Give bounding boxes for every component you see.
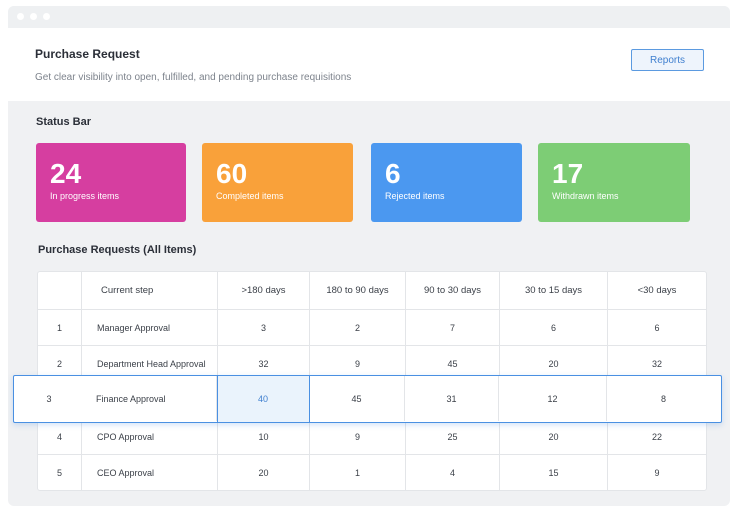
column-header-over-180-days[interactable]: >180 days	[241, 285, 286, 296]
table-cell-selected[interactable]: 40	[217, 375, 310, 423]
table-cell[interactable]: 20	[548, 431, 559, 442]
table-cell[interactable]: 9	[354, 431, 360, 442]
table-title: Purchase Requests (All Items)	[38, 244, 197, 256]
table-cell[interactable]: 9	[354, 359, 360, 369]
table-cell[interactable]: 6	[654, 322, 660, 333]
status-card-value: 60	[216, 158, 248, 189]
status-card-value: 17	[552, 158, 584, 189]
table-cell[interactable]: 9	[654, 467, 660, 478]
status-card-value: 24	[50, 158, 82, 189]
selected-cell-value[interactable]: 40	[257, 393, 268, 404]
row-step[interactable]: Department Head Approval	[97, 359, 206, 369]
table-cell[interactable]: 15	[548, 467, 559, 478]
window-close-dot[interactable]	[17, 13, 24, 20]
row-index: 3	[46, 393, 52, 404]
window-minimize-dot[interactable]	[30, 13, 37, 20]
page-subtitle: Get clear visibility into open, fulfille…	[35, 72, 352, 83]
row-step[interactable]: Manager Approval	[97, 322, 171, 333]
window-titlebar	[8, 6, 730, 28]
status-bar-title: Status Bar	[36, 116, 92, 128]
table-cell[interactable]: 4	[449, 467, 455, 478]
table-cell[interactable]: 1	[354, 467, 360, 478]
status-card-label: In progress items	[50, 191, 120, 201]
app-window: Purchase Request Get clear visibility in…	[8, 6, 730, 506]
page-title: Purchase Request	[35, 47, 140, 61]
page-header: Purchase Request Get clear visibility in…	[8, 28, 730, 101]
table-cell[interactable]: 20	[548, 359, 559, 369]
table-cell[interactable]: 7	[449, 322, 455, 333]
table-row-selected[interactable]: 3 Finance Approval 45 31 12 8	[13, 375, 722, 423]
status-card-completed[interactable]: 60 Completed items	[202, 143, 353, 222]
status-card-value: 6	[385, 158, 401, 189]
status-card-label: Withdrawn items	[552, 191, 619, 201]
row-index: 1	[56, 322, 62, 333]
status-card-label: Completed items	[216, 191, 284, 201]
status-card-label: Rejected items	[385, 191, 445, 201]
row-step[interactable]: Finance Approval	[96, 393, 166, 404]
table-cell[interactable]: 20	[258, 467, 269, 478]
column-header-90-to-30-days[interactable]: 90 to 30 days	[423, 285, 482, 296]
column-header-under-30-days[interactable]: <30 days	[637, 285, 677, 296]
table-cell[interactable]: 3	[260, 322, 266, 333]
row-index: 2	[56, 359, 62, 369]
table-cell[interactable]: 25	[447, 431, 458, 442]
window-maximize-dot[interactable]	[43, 13, 50, 20]
table-cell[interactable]: 32	[258, 359, 269, 369]
column-header-current-step[interactable]: Current step	[101, 285, 154, 296]
column-header-30-to-15-days[interactable]: 30 to 15 days	[524, 285, 583, 296]
table-cell[interactable]: 45	[351, 393, 362, 404]
row-step[interactable]: CPO Approval	[97, 431, 155, 442]
row-index: 5	[56, 467, 62, 478]
table-cell[interactable]: 6	[550, 322, 556, 333]
column-header-180-to-90-days[interactable]: 180 to 90 days	[326, 285, 389, 296]
status-card-rejected[interactable]: 6 Rejected items	[371, 143, 522, 222]
reports-button[interactable]: Reports	[631, 49, 704, 71]
table-cell[interactable]: 8	[660, 393, 666, 404]
status-card-in-progress[interactable]: 24 In progress items	[36, 143, 186, 222]
table-cell[interactable]: 32	[651, 359, 662, 369]
row-step[interactable]: CEO Approval	[97, 467, 155, 478]
row-index: 4	[56, 431, 62, 442]
status-card-withdrawn[interactable]: 17 Withdrawn items	[538, 143, 690, 222]
table-cell[interactable]: 10	[258, 431, 269, 442]
table-cell[interactable]: 31	[446, 393, 457, 404]
table-cell[interactable]: 22	[651, 431, 662, 442]
table-cell[interactable]: 45	[447, 359, 458, 369]
table-cell[interactable]: 2	[354, 322, 360, 333]
table-cell[interactable]: 12	[547, 393, 558, 404]
